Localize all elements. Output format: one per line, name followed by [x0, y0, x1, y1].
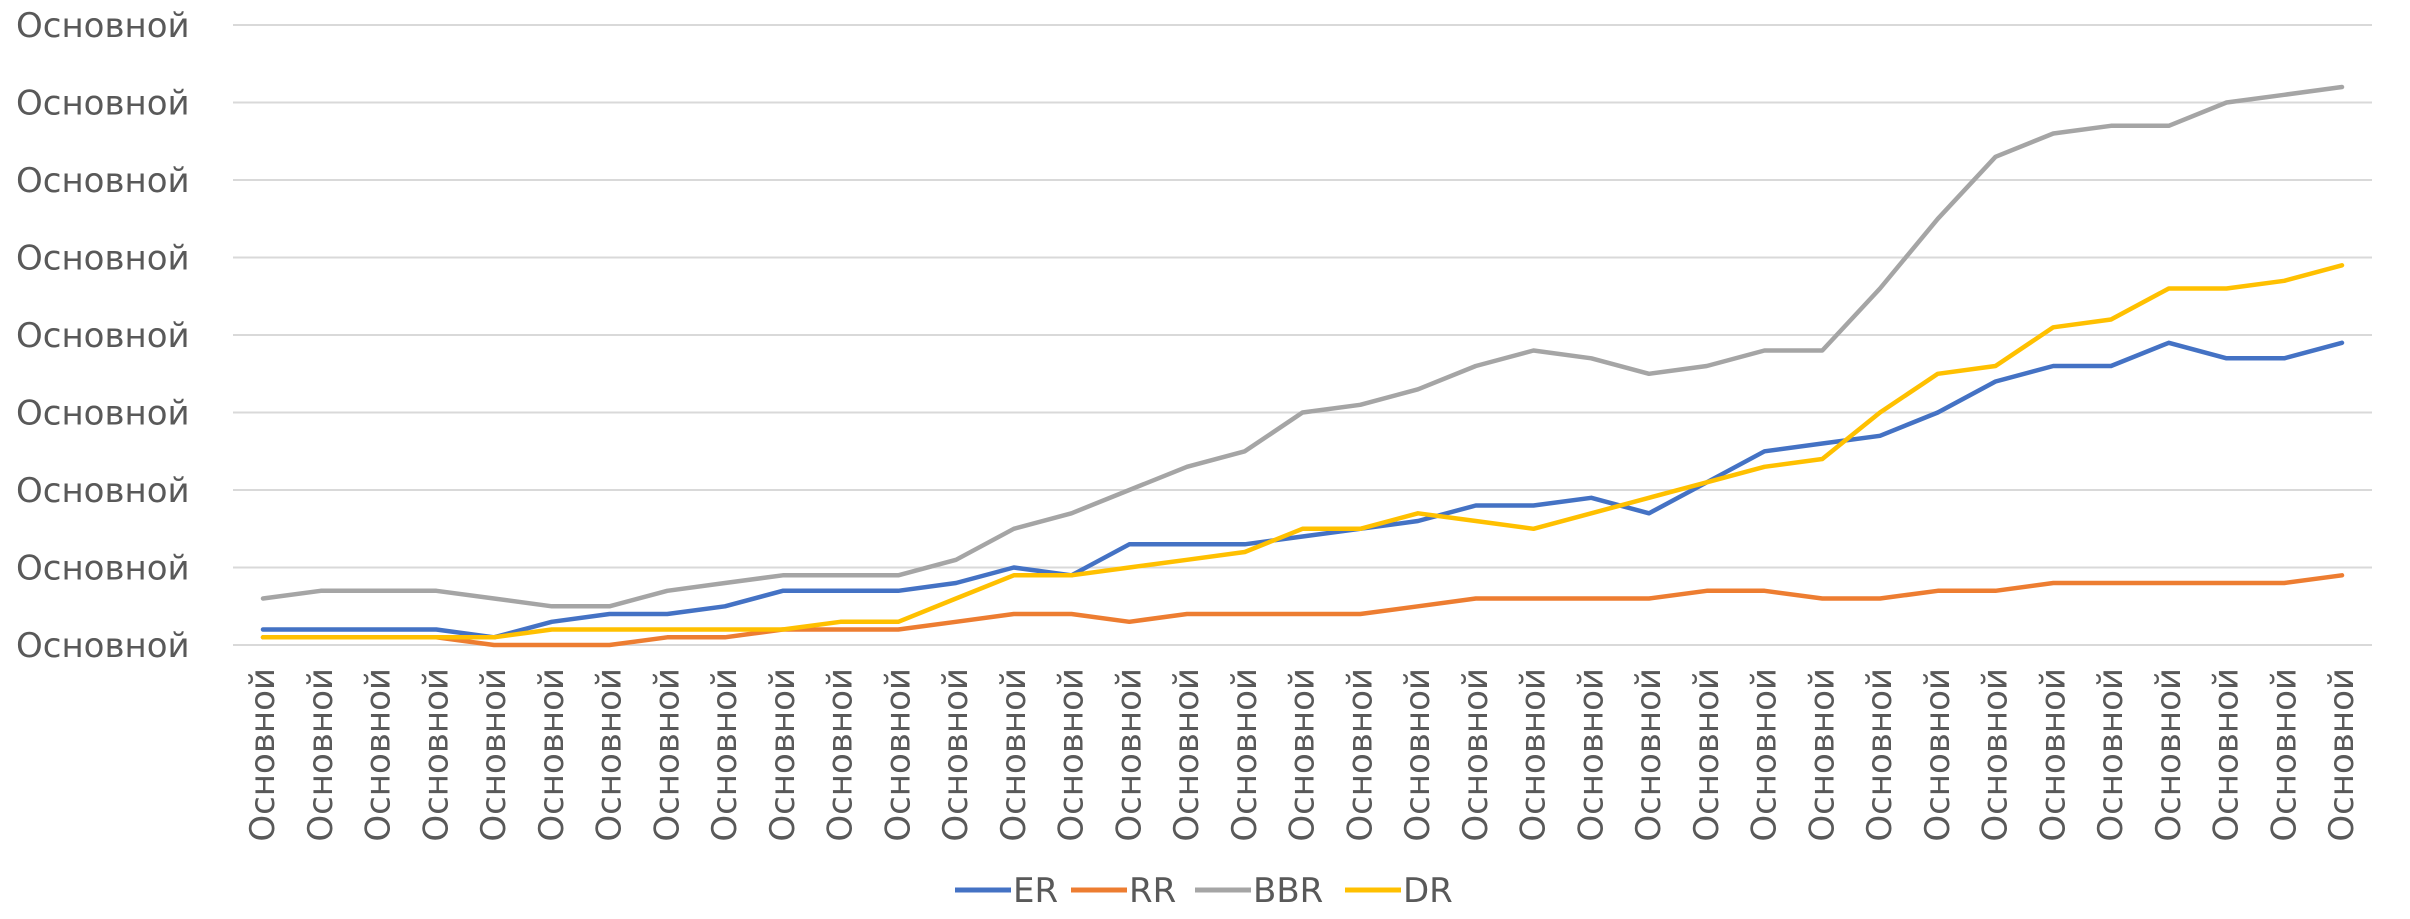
- series-line-bbr: [260, 84, 2345, 609]
- x-tick-label: Основной: [1456, 668, 1496, 842]
- x-tick-label: Основной: [1802, 668, 1842, 842]
- x-tick-label: Основной: [2322, 668, 2362, 842]
- legend-label-er: ER: [1013, 871, 1058, 911]
- x-tick-label: Основной: [1687, 668, 1727, 842]
- x-tick-label: Основной: [243, 668, 283, 842]
- x-tick-label: Основной: [1571, 668, 1611, 842]
- y-tick-label: Основной: [16, 471, 190, 511]
- x-tick-label: Основной: [2264, 668, 2304, 842]
- y-tick-label: Основной: [16, 239, 190, 279]
- y-tick-label: Основной: [16, 6, 190, 46]
- x-tick-label: Основной: [590, 668, 630, 842]
- x-tick-label: Основной: [936, 668, 976, 842]
- x-tick-label: Основной: [1745, 668, 1785, 842]
- x-tick-label: Основной: [821, 668, 861, 842]
- y-tick-label: Основной: [16, 316, 190, 356]
- x-tick-label: Основной: [705, 668, 745, 842]
- y-tick-label: Основной: [16, 84, 190, 124]
- x-tick-label: Основной: [2149, 668, 2189, 842]
- x-tick-label: Основной: [416, 668, 456, 842]
- x-tick-label: Основной: [1976, 668, 2016, 842]
- x-tick-label: Основной: [1109, 668, 1149, 842]
- x-tick-label: Основной: [1340, 668, 1380, 842]
- legend-label-bbr: BBR: [1253, 871, 1323, 911]
- series-lines: [260, 84, 2345, 648]
- x-tick-label: Основной: [1629, 668, 1669, 842]
- series-line-rr: [260, 573, 2345, 648]
- legend-label-dr: DR: [1403, 871, 1453, 911]
- series-line-er: [260, 340, 2345, 640]
- y-tick-label: Основной: [16, 626, 190, 666]
- x-tick-label: Основной: [2091, 668, 2131, 842]
- x-tick-label: Основной: [1860, 668, 1900, 842]
- x-tick-label: Основной: [2207, 668, 2247, 842]
- x-tick-label: Основной: [2033, 668, 2073, 842]
- legend-label-rr: RR: [1129, 871, 1176, 911]
- x-axis-tick-labels: Основной Основной Основной Основной Основной…: [243, 668, 2362, 842]
- y-tick-label: Основной: [16, 549, 190, 589]
- x-tick-label: Основной: [301, 668, 341, 842]
- x-tick-label: Основной: [1398, 668, 1438, 842]
- x-tick-label: Основной: [1918, 668, 1958, 842]
- x-tick-label: Основной: [1167, 668, 1207, 842]
- y-tick-label: Основной: [16, 161, 190, 201]
- x-tick-label: Основной: [1283, 668, 1323, 842]
- x-tick-label: Основной: [763, 668, 803, 842]
- x-tick-label: Основной: [1052, 668, 1092, 842]
- x-tick-label: Основной: [647, 668, 687, 842]
- legend: ER RR BBR DR: [955, 871, 1453, 911]
- x-tick-label: Основной: [878, 668, 918, 842]
- gridlines: [233, 24, 2372, 646]
- series-line-dr: [260, 263, 2345, 640]
- x-tick-label: Основной: [474, 668, 514, 842]
- y-tick-label: Основной: [16, 394, 190, 434]
- x-tick-label: Основной: [1514, 668, 1554, 842]
- x-tick-label: Основной: [994, 668, 1034, 842]
- y-axis-tick-labels: Основной Основной Основной Основной Основной…: [16, 6, 190, 666]
- x-tick-label: Основной: [532, 668, 572, 842]
- x-tick-label: Основной: [359, 668, 399, 842]
- x-tick-label: Основной: [1225, 668, 1265, 842]
